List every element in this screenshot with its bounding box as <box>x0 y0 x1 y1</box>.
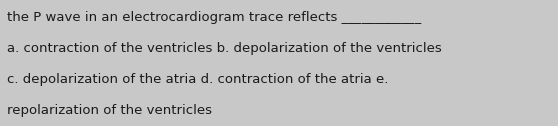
Text: a. contraction of the ventricles b. depolarization of the ventricles: a. contraction of the ventricles b. depo… <box>7 42 441 55</box>
Text: c. depolarization of the atria d. contraction of the atria e.: c. depolarization of the atria d. contra… <box>7 73 388 86</box>
Text: the P wave in an electrocardiogram trace reflects ____________: the P wave in an electrocardiogram trace… <box>7 11 421 24</box>
Text: repolarization of the ventricles: repolarization of the ventricles <box>7 104 211 117</box>
